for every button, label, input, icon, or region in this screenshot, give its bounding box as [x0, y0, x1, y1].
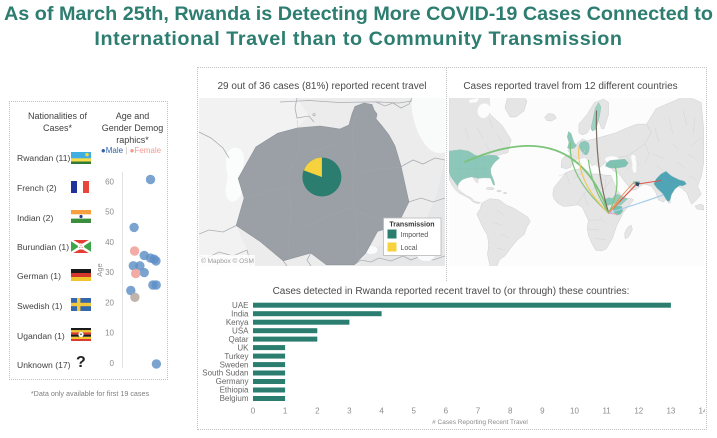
- svg-text:Kenya: Kenya: [226, 318, 249, 327]
- svg-text:© Mapbox © OSM: © Mapbox © OSM: [201, 257, 254, 265]
- svg-text:6: 6: [444, 407, 449, 416]
- svg-text:3: 3: [347, 407, 352, 416]
- svg-text:10: 10: [570, 407, 579, 416]
- svg-text:10: 10: [105, 329, 114, 338]
- svg-text:Local: Local: [401, 245, 418, 252]
- svg-text:Cases detected in Rwanda repor: Cases detected in Rwanda reported recent…: [273, 286, 630, 297]
- svg-text:Turkey: Turkey: [224, 352, 248, 361]
- svg-text:UAE: UAE: [232, 301, 248, 310]
- svg-text:9: 9: [540, 407, 545, 416]
- svg-text:40: 40: [105, 238, 114, 247]
- svg-text:Imported: Imported: [401, 232, 429, 239]
- svg-text:Germany: Germany: [216, 377, 249, 386]
- svg-text:Qatar: Qatar: [228, 335, 248, 344]
- svg-text:UK: UK: [237, 343, 249, 352]
- svg-text:0: 0: [110, 359, 115, 368]
- svg-text:11: 11: [602, 407, 611, 416]
- svg-text:50: 50: [105, 208, 114, 217]
- svg-text:4: 4: [379, 407, 384, 416]
- svg-text:# Cases Reporting Recent Trave: # Cases Reporting Recent Travel: [432, 419, 528, 426]
- svg-text:Belgium: Belgium: [220, 394, 249, 403]
- svg-text:5: 5: [411, 407, 416, 416]
- svg-text:12: 12: [634, 407, 643, 416]
- svg-text:7: 7: [476, 407, 481, 416]
- svg-text:8: 8: [508, 407, 513, 416]
- svg-text:1: 1: [283, 407, 288, 416]
- svg-text:2: 2: [315, 407, 320, 416]
- svg-text:30: 30: [105, 268, 114, 277]
- svg-text:Age: Age: [95, 263, 104, 276]
- svg-text:0: 0: [251, 407, 256, 416]
- svg-text:India: India: [231, 309, 249, 318]
- svg-text:20: 20: [105, 299, 114, 308]
- svg-text:Ethiopia: Ethiopia: [220, 386, 249, 395]
- svg-text:60: 60: [105, 178, 114, 187]
- svg-text:USA: USA: [232, 326, 249, 335]
- svg-text:South Sudan: South Sudan: [202, 369, 248, 378]
- svg-text:14: 14: [699, 407, 705, 416]
- svg-text:Transmission: Transmission: [389, 222, 434, 229]
- svg-text:Sweden: Sweden: [220, 360, 249, 369]
- svg-text:13: 13: [666, 407, 675, 416]
